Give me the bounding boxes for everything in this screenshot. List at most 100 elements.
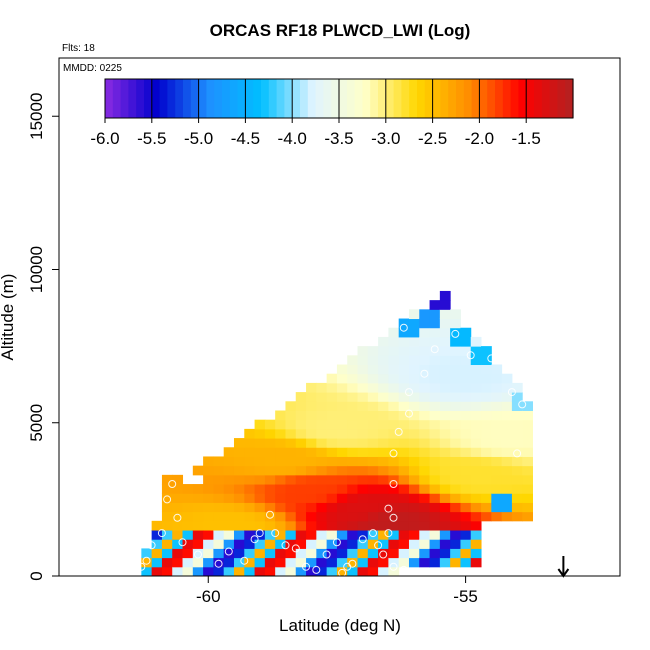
heatmap-cell: [460, 548, 472, 559]
heatmap-cell: [408, 511, 420, 522]
colorbar-segment: [378, 79, 387, 118]
heatmap-cell: [398, 493, 410, 503]
heatmap-cell: [357, 493, 369, 503]
heatmap-cell: [398, 511, 410, 522]
heatmap-cell: [203, 539, 214, 549]
heatmap-cell: [161, 557, 173, 568]
heatmap-cell: [223, 484, 235, 494]
flight-track: [137, 293, 547, 577]
heatmap-cell: [439, 530, 451, 540]
heatmap-cell: [501, 401, 513, 411]
colorbar-tick-label: -2.0: [465, 129, 494, 148]
heatmap-cell: [233, 539, 245, 549]
heatmap-cell: [336, 465, 348, 476]
heatmap-cell: [419, 419, 431, 430]
colorbar-tick-label: -3.5: [324, 129, 353, 148]
heatmap-cell: [460, 493, 472, 503]
heatmap-cell: [429, 373, 441, 384]
heatmap-cell: [161, 502, 173, 513]
heatmap-cell: [244, 465, 256, 476]
heatmap-cell: [522, 438, 533, 448]
colorbar-segment: [206, 79, 215, 118]
heatmap-cell: [408, 493, 420, 503]
heatmap-cell: [275, 520, 286, 531]
heatmap-cell: [378, 465, 389, 476]
heatmap-cell: [419, 392, 431, 402]
heatmap-cell: [254, 511, 266, 522]
heatmap-cell: [306, 465, 317, 476]
heatmap-cell: [378, 520, 389, 531]
colorbar-segment: [245, 79, 254, 118]
heatmap-cell: [295, 474, 307, 485]
heatmap-cell: [223, 465, 235, 476]
colorbar-segment: [370, 79, 379, 118]
heatmap-cell: [244, 474, 256, 485]
heatmap-cell: [336, 511, 348, 522]
heatmap-cell: [326, 428, 338, 439]
heatmap-cell: [172, 557, 184, 568]
heatmap-cell: [347, 392, 359, 402]
colorbar-segment: [487, 79, 496, 118]
heatmap-cell: [388, 410, 400, 421]
heatmap-cell: [470, 355, 482, 366]
heatmap-cell: [491, 502, 503, 513]
heatmap-cell: [172, 548, 184, 559]
heatmap-cell: [439, 401, 451, 411]
heatmap-cell: [470, 465, 482, 476]
heatmap-cell: [429, 493, 441, 503]
heatmap-cell: [285, 566, 297, 577]
heatmap-cell: [429, 438, 441, 448]
colorbar-tick-label: -4.5: [231, 129, 260, 148]
heatmap-cell: [172, 520, 184, 531]
heatmap-cell: [264, 511, 276, 522]
heatmap-cell: [151, 548, 163, 559]
heatmap-cell: [398, 318, 410, 329]
heatmap-cell: [470, 382, 482, 393]
colorbar-ticks: -6.0 -5.5 -5.0 -4.5 -4.0 -3.5 -3.0 -2.5 -2.0 -1.5: [90, 78, 574, 148]
heatmap-cell: [481, 493, 492, 503]
heatmap-cell: [439, 410, 451, 421]
heatmap-cell: [429, 382, 441, 393]
heatmap-cell: [491, 410, 503, 421]
heatmap-cell: [450, 309, 461, 320]
heatmap-cell: [233, 456, 245, 467]
heatmap-cell: [511, 410, 523, 421]
heatmap-cell: [316, 456, 328, 467]
heatmap-cell: [491, 382, 503, 393]
heatmap-cell: [223, 530, 235, 540]
heatmap-cell: [192, 502, 204, 513]
heatmap-cell: [429, 309, 441, 320]
heatmap-cell: [450, 511, 461, 522]
heatmap-cell: [285, 493, 297, 503]
heatmap-cell: [223, 539, 235, 549]
heatmap-cell: [316, 419, 328, 430]
heatmap-cell: [470, 520, 482, 531]
heatmap-cell: [388, 548, 400, 559]
heatmap-cell: [213, 465, 225, 476]
colorbar-segment: [175, 79, 184, 118]
heatmap-cell: [336, 456, 348, 467]
heatmap-cell: [408, 474, 420, 485]
heatmap-cell: [275, 539, 286, 549]
heatmap-cell: [357, 539, 369, 549]
heatmap-cell: [388, 520, 400, 531]
heatmap-cell: [522, 410, 533, 421]
heatmap-cell: [285, 456, 297, 467]
heatmap-cell: [357, 401, 369, 411]
heatmap-cell: [439, 428, 451, 439]
colorbar-segment: [339, 79, 348, 118]
heatmap-cell: [439, 419, 451, 430]
colorbar-segment: [144, 79, 153, 118]
colorbar-segment: [183, 79, 192, 118]
heatmap-cell: [306, 511, 317, 522]
heatmap-cell: [264, 438, 276, 448]
flight-track-point: [255, 529, 264, 538]
heatmap-cell: [439, 300, 451, 310]
heatmap-cell: [285, 410, 297, 421]
heatmap-cell: [491, 401, 503, 411]
heatmap-cell: [367, 539, 379, 549]
colorbar-segment: [261, 79, 270, 118]
flight-track-point: [399, 323, 408, 332]
heatmap-cell: [336, 364, 348, 375]
heatmap-cell: [275, 428, 286, 439]
